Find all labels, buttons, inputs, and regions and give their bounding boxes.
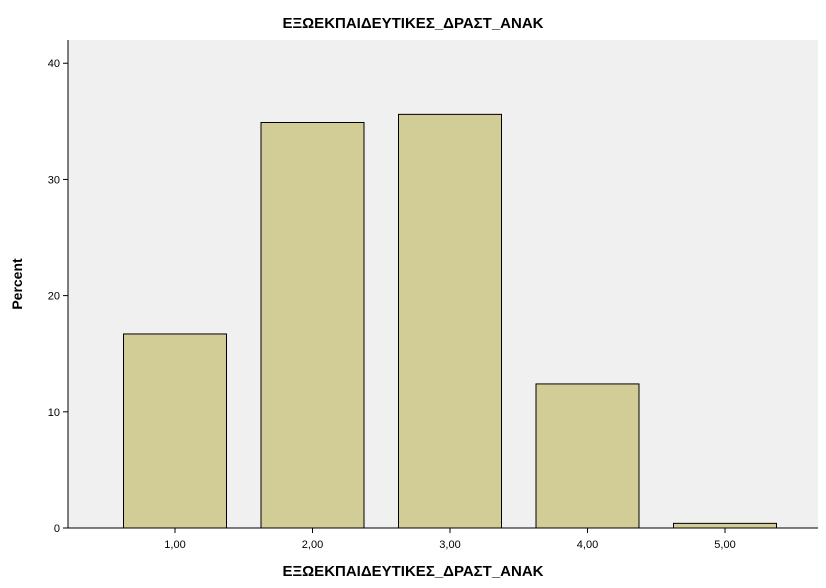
- y-tick-label: 30: [48, 174, 60, 186]
- x-axis-label: ΕΞΩΕΚΠΑΙΔΕΥΤΙΚΕΣ_ΔΡΑΣΤ_ΑΝΑΚ: [283, 563, 544, 580]
- bars-group: 1,00 2,00 3,00 4,00 5,00: [123, 113, 777, 551]
- y-tick-label: 0: [54, 523, 60, 535]
- bar-2: [260, 121, 365, 529]
- x-tick-label: 4,00: [577, 539, 598, 551]
- bar-5: [673, 522, 777, 529]
- axes-group: 0 10 20 30 40: [48, 40, 818, 535]
- y-tick-label: 10: [48, 407, 60, 419]
- bar-4: [535, 383, 640, 529]
- bar-1: [123, 333, 227, 529]
- y-axis-label: Percent: [9, 258, 25, 310]
- x-tick-label: 1,00: [164, 539, 185, 551]
- x-tick-label: 5,00: [714, 539, 735, 551]
- chart-title: ΕΞΩΕΚΠΑΙΔΕΥΤΙΚΕΣ_ΔΡΑΣΤ_ΑΝΑΚ: [283, 15, 544, 32]
- x-tick-label: 2,00: [302, 539, 323, 551]
- x-tick-label: 3,00: [439, 539, 460, 551]
- y-tick-label: 20: [48, 291, 60, 303]
- y-tick-label: 40: [48, 58, 60, 70]
- bar-3: [398, 113, 502, 529]
